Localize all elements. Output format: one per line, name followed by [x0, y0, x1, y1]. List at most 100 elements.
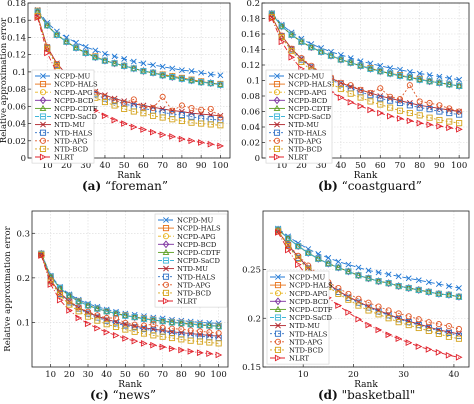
data-point — [377, 68, 384, 75]
data-point — [75, 297, 83, 305]
data-point — [365, 307, 372, 314]
data-point — [47, 281, 55, 288]
data-point — [122, 312, 129, 319]
data-point — [396, 72, 404, 79]
data-point — [169, 133, 176, 140]
data-point — [395, 335, 403, 343]
data-point — [217, 72, 224, 79]
data-point — [102, 92, 108, 99]
data-point — [345, 296, 352, 303]
y-axis-label: Relative approximation error — [3, 225, 13, 351]
data-point — [121, 56, 128, 62]
data-point — [103, 316, 110, 323]
series-line-ntd-bcd — [37, 15, 221, 126]
x-tick-label: 10 — [42, 161, 53, 171]
data-point — [131, 313, 139, 320]
data-point — [75, 314, 83, 322]
data-point — [375, 303, 382, 310]
x-tick-label: 20 — [61, 161, 72, 171]
data-point — [446, 124, 453, 132]
x-tick-label: 60 — [139, 370, 150, 380]
data-point — [169, 73, 176, 81]
legend-label: NTD-BCD — [289, 347, 324, 355]
y-tick-label: 0.2 — [246, 0, 260, 9]
x-tick-label: 70 — [157, 370, 168, 380]
legend-marker — [274, 305, 282, 312]
data-point — [288, 53, 296, 61]
data-point — [416, 70, 423, 77]
y-tick-label: 0.16 — [7, 16, 26, 26]
legend-label: NTD-MU — [289, 322, 320, 330]
data-point — [215, 330, 222, 337]
y-tick-label: 0.18 — [241, 15, 260, 25]
data-point — [425, 327, 432, 334]
data-point — [435, 281, 442, 288]
data-point — [365, 299, 372, 306]
data-point — [198, 106, 205, 113]
legend-label: NLRT — [289, 355, 309, 363]
legend-marker — [40, 121, 46, 128]
series-line-ncpd-sacd — [277, 229, 460, 298]
caption-d-letter: (d) — [318, 388, 338, 402]
data-point — [405, 284, 412, 292]
legend-marker — [162, 248, 170, 255]
data-point — [385, 280, 392, 287]
legend-label: NLRT — [54, 154, 74, 162]
data-point — [169, 328, 175, 335]
legend-marker — [273, 129, 281, 136]
data-point — [130, 64, 137, 73]
data-point — [295, 243, 302, 250]
data-point — [445, 351, 453, 359]
data-point — [375, 277, 382, 284]
x-tick-label: 30 — [80, 161, 91, 171]
legend-marker — [274, 338, 282, 345]
data-point — [34, 7, 41, 16]
data-point — [355, 315, 363, 323]
x-tick-label: 90 — [434, 161, 445, 171]
data-point — [426, 78, 433, 85]
data-point — [365, 267, 372, 274]
data-point — [385, 271, 392, 278]
data-point — [207, 121, 214, 128]
series-line-ntd-hals — [271, 16, 460, 116]
data-point — [169, 74, 176, 81]
data-point — [66, 307, 73, 314]
data-point — [445, 291, 452, 298]
data-point — [377, 95, 384, 102]
data-point — [159, 72, 166, 79]
legend-label: NCPD-HALS — [288, 81, 332, 89]
data-point — [446, 118, 453, 125]
data-point — [308, 62, 315, 69]
legend-marker — [273, 104, 281, 111]
series-line-ntd-bcd — [271, 16, 460, 124]
data-point — [149, 69, 157, 76]
data-point — [375, 278, 382, 285]
legend-marker — [39, 145, 47, 152]
data-point — [435, 289, 443, 298]
data-point — [178, 346, 185, 354]
data-point — [140, 67, 147, 75]
data-point — [355, 264, 362, 271]
data-point — [396, 99, 404, 107]
data-point — [375, 326, 383, 334]
data-point — [103, 314, 110, 322]
legend-marker — [162, 297, 170, 305]
y-tick-label: 0 — [255, 154, 260, 164]
data-point — [159, 343, 167, 351]
data-point — [159, 63, 166, 70]
data-point — [101, 57, 109, 64]
data-point — [130, 96, 137, 103]
data-point — [285, 246, 292, 254]
data-point — [140, 110, 147, 117]
series-line-ntd-bcd — [40, 254, 219, 344]
legend-marker — [162, 273, 170, 280]
legend-label: NCPD-MU — [289, 274, 326, 282]
data-point — [337, 85, 344, 93]
data-point — [445, 291, 453, 298]
data-point — [406, 82, 413, 89]
data-point — [387, 93, 394, 100]
data-point — [131, 314, 138, 321]
data-point — [130, 64, 138, 71]
data-point — [66, 301, 73, 308]
legend-marker — [40, 73, 46, 79]
